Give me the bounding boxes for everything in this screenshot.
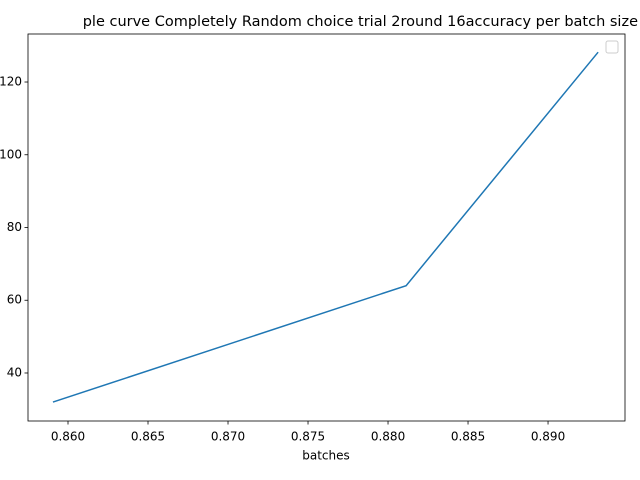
line-series xyxy=(52,51,599,403)
y-tick-label: 100 xyxy=(0,147,22,161)
x-tick-label: 0.875 xyxy=(291,430,325,444)
x-tick-label: 0.865 xyxy=(131,430,165,444)
x-tick-label: 0.870 xyxy=(211,430,245,444)
x-tick-label: 0.890 xyxy=(531,430,565,444)
plot-frame xyxy=(27,33,626,422)
legend-box xyxy=(605,40,619,54)
x-tick-label: 0.885 xyxy=(451,430,485,444)
chart-title: ple curve Completely Random choice trial… xyxy=(83,14,638,30)
x-axis-label: batches xyxy=(302,449,350,463)
x-tick-label: 0.860 xyxy=(51,430,85,444)
y-tick-label: 60 xyxy=(7,293,22,307)
y-tick-label: 80 xyxy=(7,220,22,234)
x-tick-label: 0.880 xyxy=(371,430,405,444)
y-tick-label: 40 xyxy=(7,365,22,379)
y-tick-label: 120 xyxy=(0,75,22,89)
